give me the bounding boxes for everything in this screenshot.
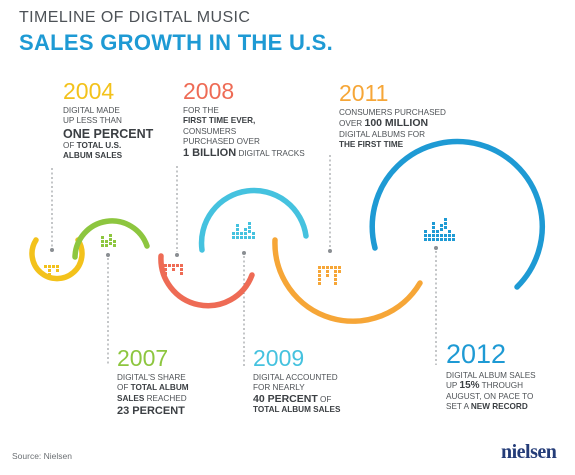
nielsen-logo: nielsen	[501, 441, 557, 463]
desc-line-emphasis: ONE PERCENT	[63, 126, 154, 141]
milestone-description: DIGITAL'S SHARE OF TOTAL ALBUM SALES REA…	[117, 373, 189, 418]
year-label: 2012	[446, 339, 507, 369]
desc-line: 40 PERCENT OF	[253, 392, 332, 405]
desc-line: UP 15% THROUGH	[446, 380, 524, 392]
milestone-description: DIGITAL ALBUM SALES UP 15% THROUGH AUGUS…	[446, 371, 536, 413]
desc-line: 1 BILLION DIGITAL TRACKS	[183, 146, 305, 159]
milestone-description: CONSUMERS PURCHASED OVER 100 MILLION DIG…	[339, 108, 446, 151]
title-line-2: SALES GROWTH IN THE U.S.	[19, 30, 333, 55]
desc-line: SALES REACHED	[117, 393, 187, 403]
desc-line: OF TOTAL U.S.	[63, 140, 122, 150]
arc-2004	[29, 237, 85, 282]
desc-line: AUGUST, ON PACE TO	[446, 391, 534, 401]
desc-line: SET A NEW RECORD	[446, 402, 528, 412]
desc-line: DIGITAL ALBUM SALES	[446, 371, 536, 380]
milestone-2012: 2012 DIGITAL ALBUM SALES UP 15% THROUGH …	[446, 340, 536, 413]
desc-line: DIGITAL'S SHARE	[117, 373, 186, 382]
milestone-description: DIGITAL ACCOUNTED FOR NEARLY 40 PERCENT …	[253, 373, 340, 416]
equalizer-bars-icon	[318, 266, 341, 285]
desc-line: CONSUMERS PURCHASED	[339, 108, 446, 117]
connector-dot-2004	[50, 248, 54, 252]
arc-2012	[369, 138, 545, 290]
desc-line: DIGITAL ALBUMS FOR	[339, 129, 425, 139]
milestone-2007: 2007 DIGITAL'S SHARE OF TOTAL ALBUM SALE…	[117, 346, 189, 418]
desc-line: OVER 100 MILLION	[339, 117, 429, 130]
milestone-2009: 2009 DIGITAL ACCOUNTED FOR NEARLY 40 PER…	[253, 346, 340, 416]
desc-line-emphasis: 23 PERCENT	[117, 405, 185, 418]
desc-line: FOR NEARLY	[253, 383, 305, 393]
milestone-2004: 2004 DIGITAL MADE UP LESS THAN ONE PERCE…	[63, 79, 153, 162]
source-note: Source: Nielsen	[12, 451, 73, 461]
arc-2007	[72, 218, 150, 260]
connector-dot-2012	[434, 246, 438, 250]
desc-line: CONSUMERS	[183, 126, 237, 136]
connector-dot-2009	[242, 251, 246, 255]
arc-2009	[198, 187, 309, 253]
arc-2011	[272, 237, 423, 324]
desc-line: FOR THE	[183, 106, 219, 115]
equalizer-bars-icon	[232, 222, 255, 239]
year-label: 2004	[63, 78, 115, 104]
milestone-description: DIGITAL MADE UP LESS THAN ONE PERCENT OF…	[63, 106, 153, 162]
year-label: 2011	[339, 80, 389, 106]
connector-dot-2011	[328, 249, 332, 253]
milestone-2011: 2011 CONSUMERS PURCHASED OVER 100 MILLIO…	[339, 81, 446, 151]
desc-line: ALBUM SALES	[63, 151, 123, 161]
equalizer-bars-icon	[44, 265, 59, 276]
desc-line: PURCHASED OVER	[183, 137, 260, 147]
equalizer-bars-icon	[424, 218, 455, 241]
title-line-1: TIMELINE OF DIGITAL MUSIC	[19, 9, 251, 26]
desc-line: THE FIRST TIME	[339, 140, 404, 150]
equalizer-bars-icon	[164, 264, 183, 275]
milestone-description: FOR THE FIRST TIME EVER, CONSUMERS PURCH…	[183, 106, 305, 159]
desc-line: DIGITAL MADE	[63, 106, 120, 115]
desc-line: FIRST TIME EVER,	[183, 116, 256, 126]
milestone-2008: 2008 FOR THE FIRST TIME EVER, CONSUMERS …	[183, 79, 305, 159]
year-label: 2009	[253, 345, 305, 371]
connector-dot-2007	[106, 253, 110, 257]
year-label: 2008	[183, 78, 235, 104]
arc-2008	[158, 253, 255, 309]
connector-dot-2008	[175, 253, 179, 257]
desc-line: UP LESS THAN	[63, 116, 122, 126]
desc-line: OF TOTAL ALBUM	[117, 383, 189, 393]
desc-line: DIGITAL ACCOUNTED	[253, 373, 338, 382]
desc-line: TOTAL ALBUM SALES	[253, 405, 341, 415]
year-label: 2007	[117, 345, 169, 371]
equalizer-bars-icon	[101, 234, 116, 247]
